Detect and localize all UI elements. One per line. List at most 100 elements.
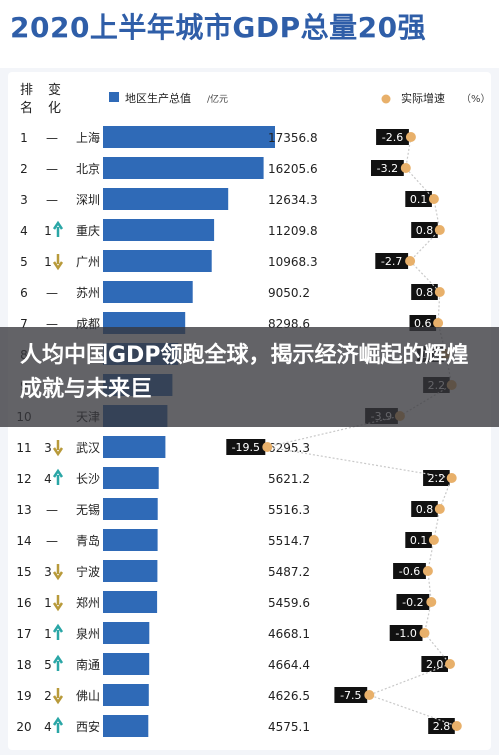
gdp-value-label: 4664.4 xyxy=(268,658,310,672)
growth-value-label: 0.6 xyxy=(414,317,432,330)
rank-header-2: 名 xyxy=(20,100,33,116)
gdp-value-label: 5459.6 xyxy=(268,596,310,610)
gdp-bar xyxy=(103,591,158,613)
growth-value-label: 0.8 xyxy=(416,286,434,299)
rank-number: 3 xyxy=(20,193,28,207)
growth-value-label: -0.6 xyxy=(399,565,420,578)
growth-value-label: -7.5 xyxy=(340,689,361,702)
city-name: 青岛 xyxy=(76,533,100,548)
rank-number: 19 xyxy=(16,689,31,703)
growth-dot xyxy=(419,628,430,638)
legend-dot-marker xyxy=(381,94,391,104)
gdp-bar xyxy=(103,281,193,303)
legend-gdp-label: 地区生产总值 xyxy=(125,91,191,105)
gdp-bar xyxy=(103,188,229,210)
growth-value-label: -2.6 xyxy=(382,131,403,144)
rank-down-icon xyxy=(52,688,64,705)
gdp-bar xyxy=(103,250,212,272)
city-name: 北京 xyxy=(76,162,100,176)
rank-number: 17 xyxy=(16,627,31,641)
change-value: 2 xyxy=(44,689,52,703)
rank-up-icon xyxy=(52,220,64,237)
gdp-value-label: 4626.5 xyxy=(268,689,310,703)
growth-label-box xyxy=(411,501,438,517)
growth-dot xyxy=(405,256,416,266)
change-value: 3 xyxy=(44,565,52,579)
growth-value-label: -2.7 xyxy=(381,255,402,268)
gdp-value-label: 12634.3 xyxy=(268,193,318,207)
legend-bar-marker xyxy=(109,92,119,102)
growth-dot xyxy=(422,566,433,576)
growth-label-box xyxy=(376,129,409,145)
rank-number: 1 xyxy=(20,131,28,145)
rank-number: 15 xyxy=(16,565,31,579)
change-value: — xyxy=(46,162,58,176)
rank-number: 20 xyxy=(16,720,31,734)
gdp-value-label: 17356.8 xyxy=(268,131,318,145)
rank-down-icon xyxy=(52,440,64,457)
growth-dot xyxy=(433,318,444,328)
growth-value-label: 2.2 xyxy=(428,472,446,485)
city-name: 长沙 xyxy=(76,472,100,486)
growth-value-label: 2.8 xyxy=(433,720,451,733)
city-name: 苏州 xyxy=(76,286,100,300)
growth-value-label: 0.8 xyxy=(416,224,434,237)
rank-number: 4 xyxy=(20,224,28,238)
city-name: 佛山 xyxy=(76,689,100,703)
growth-dot xyxy=(428,194,439,204)
growth-dot xyxy=(445,659,455,669)
change-value: 1 xyxy=(44,224,52,238)
gdp-value-label: 9050.2 xyxy=(268,286,310,300)
growth-label-box xyxy=(375,253,409,269)
growth-value-label: 0.8 xyxy=(416,503,434,516)
city-name: 广州 xyxy=(76,255,100,269)
growth-label-box xyxy=(421,656,448,672)
legend-gdp-unit: /亿元 xyxy=(207,93,228,105)
gdp-value-label: 5514.7 xyxy=(268,534,310,548)
growth-dot xyxy=(446,473,457,483)
growth-dot xyxy=(434,287,445,297)
city-name: 郑州 xyxy=(76,595,100,610)
headline-overlay[interactable]: 人均中国GDP领跑全球，揭示经济崛起的辉煌成就与未来巨 xyxy=(0,327,499,427)
growth-value-label: 0.1 xyxy=(410,193,428,206)
city-name: 泉州 xyxy=(76,627,100,641)
gdp-value-label: 5487.2 xyxy=(268,565,310,579)
gdp-bar xyxy=(103,653,150,675)
gdp-bar xyxy=(103,684,149,706)
gdp-bar xyxy=(103,436,166,458)
legend-growth-unit: （%） xyxy=(461,93,491,105)
rank-number: 11 xyxy=(16,441,31,455)
rank-number: 2 xyxy=(20,162,28,176)
rank-down-icon xyxy=(52,595,64,612)
gdp-value-label: 5621.2 xyxy=(268,472,310,486)
gdp-bar xyxy=(103,560,158,582)
change-value: — xyxy=(46,286,58,300)
growth-value-label: 2.0 xyxy=(426,658,444,671)
change-header-2: 化 xyxy=(48,101,61,116)
change-value: — xyxy=(46,534,58,548)
growth-line xyxy=(267,136,458,727)
growth-label-box xyxy=(405,191,432,207)
city-name: 西安 xyxy=(76,719,100,734)
gdp-value-label: 5516.3 xyxy=(268,503,310,517)
gdp-bar xyxy=(103,467,159,489)
growth-dot xyxy=(434,225,445,235)
change-value: — xyxy=(46,131,58,145)
rank-up-icon xyxy=(52,716,64,733)
change-value: 1 xyxy=(44,255,52,269)
change-value: 4 xyxy=(44,720,52,734)
change-value: 4 xyxy=(44,472,52,486)
growth-value-label: -19.5 xyxy=(232,441,260,454)
legend-growth-label: 实际增速 xyxy=(401,91,445,105)
city-name: 宁波 xyxy=(76,564,100,579)
rank-number: 12 xyxy=(16,472,31,486)
growth-label-box xyxy=(411,222,438,238)
rank-number: 6 xyxy=(20,286,28,300)
growth-label-box xyxy=(389,625,423,641)
rank-header: 排 xyxy=(20,83,33,98)
chart-title: 2020上半年城市GDP总量20强 xyxy=(10,11,427,44)
rank-number: 5 xyxy=(20,255,28,269)
headline-text[interactable]: 人均中国GDP领跑全球，揭示经济崛起的辉煌成就与未来巨 xyxy=(20,343,469,402)
growth-dot xyxy=(405,132,416,142)
